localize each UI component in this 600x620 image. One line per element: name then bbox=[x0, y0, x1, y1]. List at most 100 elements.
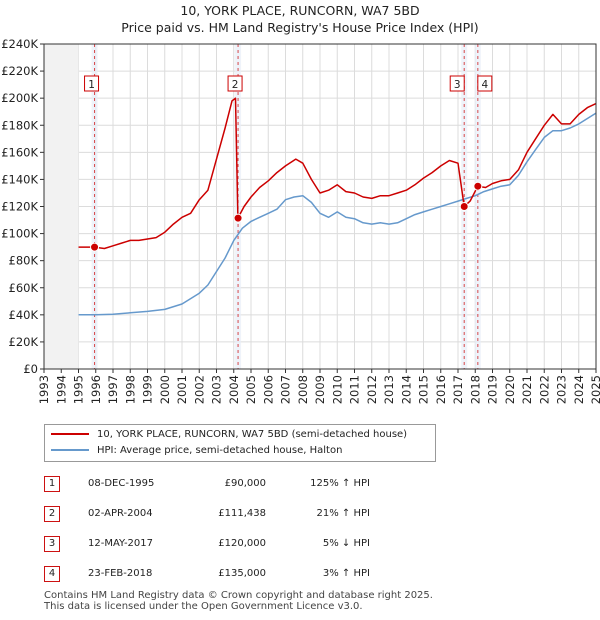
y-tick-label: £120K bbox=[1, 200, 38, 214]
transaction-row: 1 08-DEC-1995 £90,000 125% ↑ HPI bbox=[44, 476, 444, 494]
x-tick-label: 1998 bbox=[123, 375, 137, 404]
sale-label-box bbox=[84, 75, 100, 92]
legend-label-property: 10, YORK PLACE, RUNCORN, WA7 5BD (semi-d… bbox=[97, 429, 408, 440]
chart-title: 10, YORK PLACE, RUNCORN, WA7 5BD bbox=[180, 3, 420, 18]
y-tick-label: £100K bbox=[1, 227, 38, 241]
y-axis: £0 £20K £40K £60K £80K £100K £120K £140K £160K £1… bbox=[1, 37, 44, 376]
x-tick-label: 2021 bbox=[520, 375, 534, 404]
x-tick-label: 2019 bbox=[486, 375, 500, 404]
x-tick-label: 2007 bbox=[279, 375, 293, 404]
transaction-price: £120,000 bbox=[218, 538, 266, 549]
x-tick-label: 1994 bbox=[54, 375, 68, 404]
x-tick-label: 2020 bbox=[503, 375, 517, 404]
x-tick-label: 2015 bbox=[417, 375, 431, 404]
x-tick-label: 2005 bbox=[244, 375, 258, 404]
transaction-number: 2 bbox=[44, 506, 60, 522]
transaction-number: 1 bbox=[44, 476, 60, 492]
footer: Contains HM Land Registry data © Crown c… bbox=[44, 590, 433, 612]
price-chart: 1 2 3 4 £0 £20K £40K £60K £80K £100K £120K £140K £1… bbox=[1, 37, 600, 404]
y-tick-label: £240K bbox=[1, 37, 38, 51]
x-tick-label: 2017 bbox=[451, 375, 465, 404]
x-tick-label: 2011 bbox=[348, 375, 362, 404]
x-tick-label: 1995 bbox=[72, 375, 86, 404]
x-tick-label: 2012 bbox=[365, 375, 379, 404]
transaction-date: 12-MAY-2017 bbox=[88, 538, 154, 549]
y-tick-label: £160K bbox=[1, 145, 38, 159]
transaction-row: 3 12-MAY-2017 £120,000 5% ↓ HPI bbox=[44, 536, 444, 554]
transaction-hpi-change: 3% ↑ HPI bbox=[322, 568, 370, 579]
x-tick-label: 2009 bbox=[313, 375, 327, 404]
sale-label: 2 bbox=[232, 79, 239, 91]
x-tick-label: 1996 bbox=[89, 375, 103, 404]
pre-data-shading bbox=[44, 44, 79, 369]
transaction-row: 4 23-FEB-2018 £135,000 3% ↑ HPI bbox=[44, 566, 444, 584]
legend-swatch-hpi bbox=[51, 449, 89, 451]
transaction-hpi-change: 5% ↓ HPI bbox=[322, 538, 370, 549]
legend-label-hpi: HPI: Average price, semi-detached house,… bbox=[97, 445, 343, 456]
x-tick-label: 1999 bbox=[141, 375, 155, 404]
x-tick-label: 2006 bbox=[261, 375, 275, 404]
transaction-hpi-change: 21% ↑ HPI bbox=[316, 508, 370, 519]
plot-frame bbox=[43, 43, 597, 370]
x-tick-label: 2002 bbox=[192, 375, 206, 404]
y-tick-label: £80K bbox=[9, 254, 39, 268]
x-tick-label: 1997 bbox=[106, 375, 120, 404]
y-tick-label: £20K bbox=[9, 335, 39, 349]
y-tick-label: £140K bbox=[1, 172, 38, 186]
footer-licence: This data is licensed under the Open Gov… bbox=[44, 601, 363, 612]
sale-point bbox=[473, 181, 483, 191]
y-tick-label: £60K bbox=[9, 281, 39, 295]
x-tick-label: 2010 bbox=[330, 375, 344, 404]
transaction-date: 23-FEB-2018 bbox=[88, 568, 153, 579]
x-tick-label: 2000 bbox=[158, 375, 172, 404]
x-tick-label: 2016 bbox=[434, 375, 448, 404]
x-tick-label: 2025 bbox=[589, 375, 600, 404]
sale-point bbox=[233, 213, 243, 223]
y-tick-label: £180K bbox=[1, 118, 38, 132]
sale-label-box bbox=[227, 75, 243, 92]
x-tick-label: 2014 bbox=[399, 375, 413, 404]
sale-label: 1 bbox=[88, 79, 95, 91]
transaction-price: £90,000 bbox=[224, 478, 266, 489]
x-axis: 1993 1994 1995 1996 1997 1998 1999 2000 2001 2002… bbox=[37, 369, 600, 404]
sale-label: 4 bbox=[481, 79, 488, 91]
legend-item-hpi: HPI: Average price, semi-detached house,… bbox=[51, 443, 342, 459]
x-tick-label: 2024 bbox=[572, 375, 586, 404]
sale-markers: 1 2 3 4 bbox=[84, 75, 493, 252]
hpi-series-line bbox=[78, 112, 597, 316]
x-tick-label: 2013 bbox=[382, 375, 396, 404]
sale-label: 3 bbox=[454, 79, 461, 91]
property-series-line bbox=[78, 97, 597, 250]
x-tick-label: 2023 bbox=[555, 375, 569, 404]
legend: 10, YORK PLACE, RUNCORN, WA7 5BD (semi-d… bbox=[44, 424, 436, 462]
legend-swatch-property bbox=[51, 433, 89, 435]
transaction-price: £135,000 bbox=[218, 568, 266, 579]
x-tick-label: 2018 bbox=[468, 375, 482, 404]
sale-label-box bbox=[477, 75, 493, 92]
grid bbox=[43, 43, 597, 370]
y-tick-label: £200K bbox=[1, 91, 38, 105]
transaction-number: 3 bbox=[44, 536, 60, 552]
footer-copyright: Contains HM Land Registry data © Crown c… bbox=[44, 590, 433, 601]
transaction-date: 02-APR-2004 bbox=[88, 508, 153, 519]
chart-subtitle: Price paid vs. HM Land Registry's House … bbox=[121, 20, 479, 35]
x-tick-label: 2004 bbox=[227, 375, 241, 404]
sale-point bbox=[459, 202, 469, 211]
transaction-price: £111,438 bbox=[218, 508, 266, 519]
x-tick-label: 2003 bbox=[210, 375, 224, 404]
transaction-number: 4 bbox=[44, 566, 60, 582]
y-tick-label: £0 bbox=[23, 362, 38, 376]
x-tick-label: 2008 bbox=[296, 375, 310, 404]
x-tick-label: 2001 bbox=[175, 375, 189, 404]
x-tick-label: 2022 bbox=[537, 375, 551, 404]
series bbox=[78, 97, 597, 316]
transaction-row: 2 02-APR-2004 £111,438 21% ↑ HPI bbox=[44, 506, 444, 524]
transaction-hpi-change: 125% ↑ HPI bbox=[310, 478, 370, 489]
transaction-date: 08-DEC-1995 bbox=[88, 478, 155, 489]
legend-item-property: 10, YORK PLACE, RUNCORN, WA7 5BD (semi-d… bbox=[51, 427, 407, 443]
sale-label-box bbox=[449, 75, 465, 92]
sale-point bbox=[90, 242, 100, 252]
y-tick-label: £40K bbox=[9, 308, 39, 322]
x-tick-label: 1993 bbox=[37, 375, 51, 404]
y-tick-label: £220K bbox=[1, 64, 38, 78]
